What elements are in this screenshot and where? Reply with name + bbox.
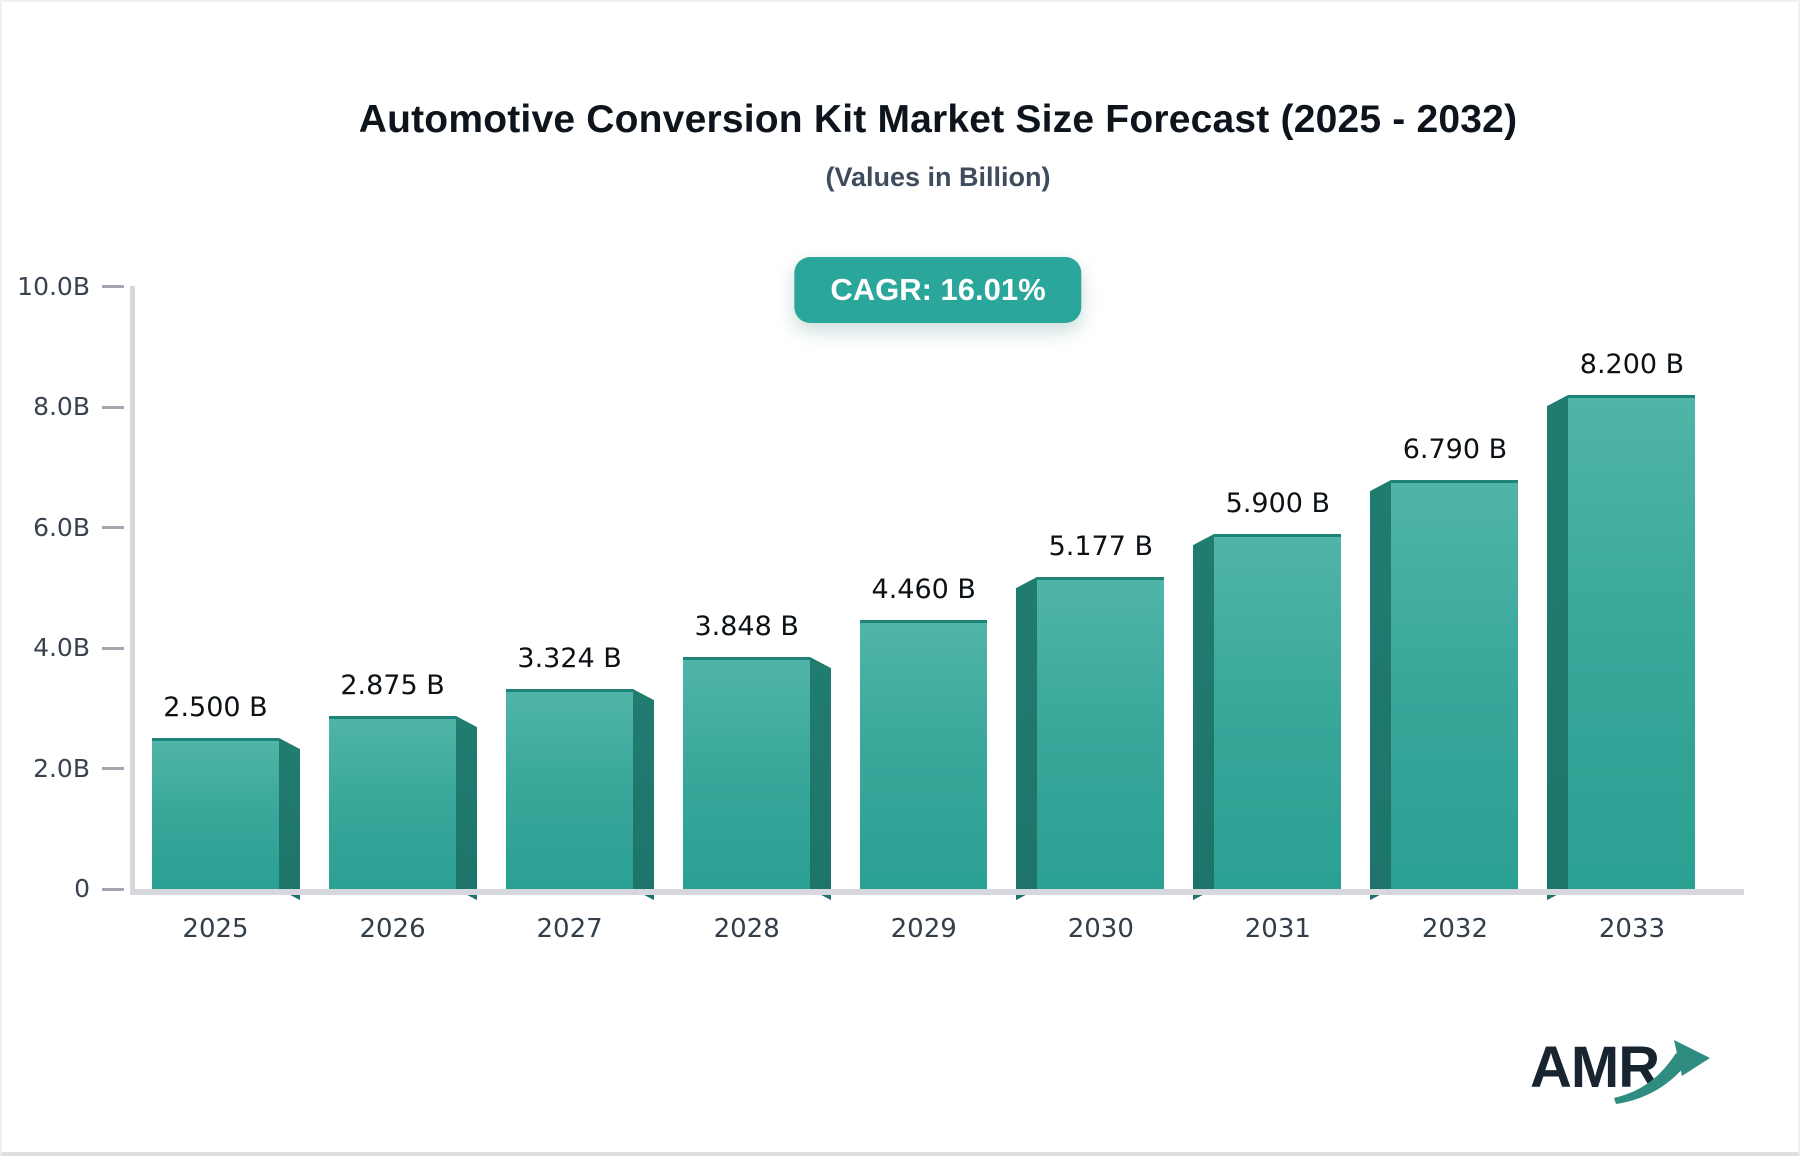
x-axis-line xyxy=(130,889,1744,895)
bar-value-label: 5.900 B xyxy=(1225,487,1331,519)
bar-2033 xyxy=(1568,394,1696,889)
chart-title: Automotive Conversion Kit Market Size Fo… xyxy=(358,98,1518,141)
bar-3d-side xyxy=(279,738,300,901)
x-axis-tick-label: 2025 xyxy=(182,914,249,944)
x-axis-tick-label: 2032 xyxy=(1421,914,1488,944)
bar-value-label: 3.848 B xyxy=(694,611,799,643)
bar-3d-side xyxy=(456,715,478,901)
bar-3d-side xyxy=(1016,577,1038,901)
amr-logo: AMR xyxy=(1530,1034,1720,1114)
bar-2025 xyxy=(152,738,279,889)
y-axis-line xyxy=(130,286,135,895)
y-axis-tick xyxy=(102,767,124,770)
y-axis-tick-label: 8.0B xyxy=(33,392,90,421)
bar-2032 xyxy=(1391,479,1519,889)
y-axis-tick-label: 0 xyxy=(74,874,90,903)
bar-value-label: 2.500 B xyxy=(163,692,268,724)
y-axis-tick-label: 10.0B xyxy=(17,271,90,301)
x-axis-tick-label: 2031 xyxy=(1244,914,1311,944)
x-axis-tick-label: 2033 xyxy=(1598,914,1666,944)
bar-value-label: 3.324 B xyxy=(517,642,622,674)
x-axis-tick-label: 2026 xyxy=(359,914,426,944)
bar-value-label: 8.200 B xyxy=(1579,348,1685,380)
y-axis-tick-label: 4.0B xyxy=(33,633,90,662)
chart-header: Automotive Conversion Kit Market Size Fo… xyxy=(132,2,1744,193)
x-axis-tick-label: 2027 xyxy=(536,914,603,944)
bar-2029 xyxy=(860,620,988,889)
upward-trend-arrow-icon xyxy=(1614,1040,1710,1104)
bar-value-label: 2.875 B xyxy=(340,669,445,701)
x-axis-tick-label: 2028 xyxy=(713,914,780,944)
x-axis-tick-label: 2030 xyxy=(1067,914,1134,944)
bar-value-label: 5.177 B xyxy=(1048,531,1153,563)
y-axis-tick-label: 2.0B xyxy=(33,753,90,783)
bar-3d-side xyxy=(1547,394,1569,901)
bar-2030 xyxy=(1037,577,1165,889)
y-axis-tick xyxy=(102,285,124,288)
y-axis-tick-label: 6.0B xyxy=(33,512,90,542)
bar-value-label: 4.460 B xyxy=(871,574,976,606)
bar-3d-side xyxy=(1370,479,1392,901)
bar-3d-side xyxy=(633,688,655,901)
bar-3d-side xyxy=(810,657,832,901)
bar-2027 xyxy=(506,688,634,889)
cagr-badge: CAGR: 16.01% xyxy=(794,257,1082,323)
y-axis-tick xyxy=(102,646,124,650)
x-axis-tick-label: 2029 xyxy=(890,914,957,944)
bar-3d-side xyxy=(1193,533,1215,901)
y-axis-tick xyxy=(102,887,124,891)
bar-2028 xyxy=(683,657,811,889)
bar-value-label: 6.790 B xyxy=(1402,433,1508,465)
y-axis-tick xyxy=(102,526,124,529)
chart-subtitle: (Values in Billion) xyxy=(825,162,1051,192)
y-axis-tick xyxy=(102,405,124,409)
bar-2031 xyxy=(1214,533,1342,889)
bar-2026 xyxy=(329,715,457,889)
